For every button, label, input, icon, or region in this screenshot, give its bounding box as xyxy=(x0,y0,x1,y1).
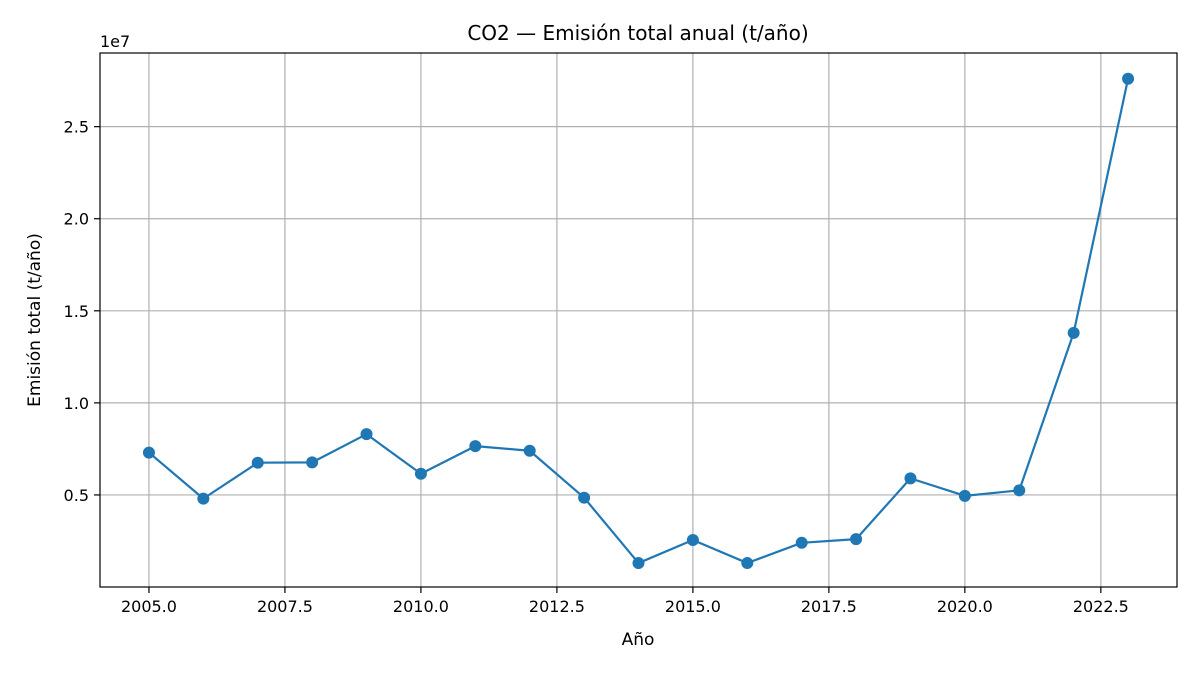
data-point xyxy=(795,536,808,549)
data-point xyxy=(360,428,373,441)
data-point xyxy=(632,557,645,570)
x-tick-label: 2007.5 xyxy=(257,597,313,616)
grid-lines xyxy=(100,53,1177,587)
x-tick-label: 2015.0 xyxy=(665,597,721,616)
data-point xyxy=(1013,484,1026,497)
data-point xyxy=(850,533,863,546)
x-axis-label: Año xyxy=(622,630,655,650)
plot-frame xyxy=(99,52,1178,588)
x-tick-label: 2005.0 xyxy=(121,597,177,616)
data-point xyxy=(1122,72,1135,85)
y-tick-label: 2.5 xyxy=(64,118,89,137)
y-axis-label: Emisión total (t/año) xyxy=(25,233,45,407)
data-point xyxy=(306,456,319,469)
data-point xyxy=(414,467,427,480)
data-point xyxy=(197,492,210,505)
y-tick-label: 2.0 xyxy=(64,210,89,229)
data-point xyxy=(686,534,699,547)
series-layer xyxy=(142,72,1135,570)
x-tick-label: 2022.5 xyxy=(1073,597,1129,616)
data-point xyxy=(904,472,917,485)
series-line xyxy=(148,78,1130,565)
data-point xyxy=(469,440,482,453)
x-tick-label: 2017.5 xyxy=(801,597,857,616)
chart-title: CO2 — Emisión total anual (t/año) xyxy=(467,21,808,45)
data-point xyxy=(251,456,264,469)
x-tick-label: 2010.0 xyxy=(393,597,449,616)
x-tick-label: 2012.5 xyxy=(529,597,585,616)
data-point xyxy=(578,491,591,504)
x-tick-label: 2020.0 xyxy=(937,597,993,616)
y-tick-label: 0.5 xyxy=(64,486,89,505)
data-point xyxy=(523,444,536,457)
data-point xyxy=(142,446,155,459)
y-tick-label: 1.5 xyxy=(64,302,89,321)
data-point xyxy=(958,489,971,502)
data-point xyxy=(741,557,754,570)
y-tick-label: 1.0 xyxy=(64,394,89,413)
x-axis: 2005.0 2007.5 2010.0 2012.5 2015.0 2017.5 2020… xyxy=(121,587,1129,616)
data-point xyxy=(1067,326,1080,339)
y-offset-label: 1e7 xyxy=(100,32,130,51)
y-axis: 0.5 1.0 1.5 2.0 2.5 xyxy=(64,118,100,505)
